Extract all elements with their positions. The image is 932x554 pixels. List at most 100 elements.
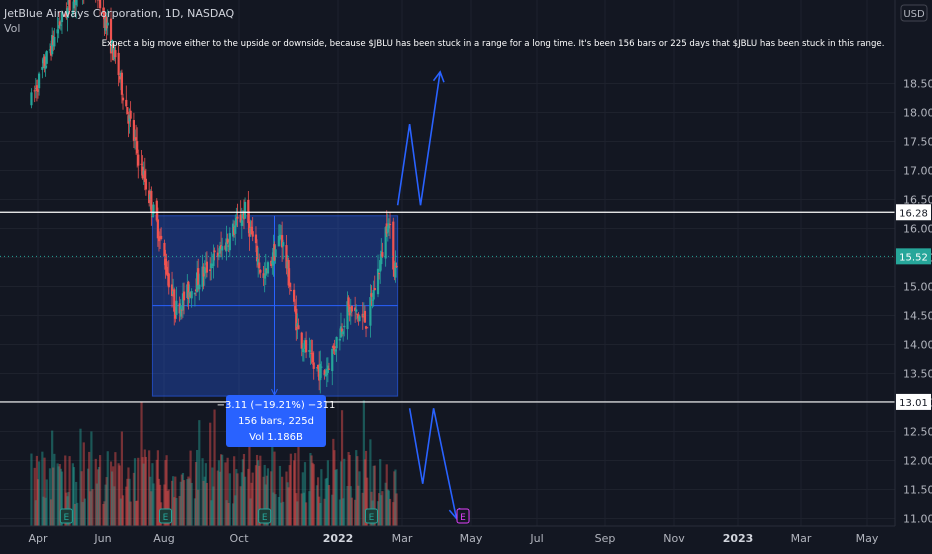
volume-bar — [213, 410, 215, 526]
volume-bar — [236, 473, 238, 526]
time-tick-label: Jun — [93, 532, 111, 545]
candle-body — [130, 111, 132, 119]
chart-pane[interactable] — [0, 0, 895, 526]
candle-body — [374, 288, 376, 290]
time-tick-label: Jul — [529, 532, 543, 545]
volume-bar — [206, 483, 208, 526]
volume-bar — [290, 454, 292, 526]
candle-body — [259, 270, 261, 273]
volume-bar — [274, 494, 276, 526]
annotation-text[interactable]: Expect a big move either to the upside o… — [102, 39, 885, 49]
candle-body — [206, 262, 208, 273]
time-tick-label: Apr — [28, 532, 48, 545]
volume-bar — [351, 498, 353, 526]
candle-body — [389, 224, 391, 225]
candle-body — [145, 179, 147, 190]
candle-body — [267, 262, 269, 273]
time-tick-label: Oct — [229, 532, 249, 545]
candle-body — [395, 266, 397, 267]
candle-body — [343, 326, 345, 327]
candle-body — [290, 290, 292, 291]
time-tick-label: Sep — [595, 532, 616, 545]
price-tick-label: 16.00 — [903, 223, 932, 236]
volume-bar — [183, 480, 185, 526]
currency-button[interactable]: USD — [901, 5, 927, 21]
volume-bar — [122, 495, 124, 526]
candle-body — [137, 155, 139, 166]
volume-bar — [191, 483, 193, 526]
price-tick-label: 11.00 — [903, 513, 932, 526]
candle-body — [282, 242, 284, 246]
earnings-marker-label: E — [460, 513, 466, 523]
candle-body — [274, 249, 276, 256]
earnings-marker-label: E — [163, 513, 169, 523]
volume-bar — [336, 469, 338, 526]
volume-bar — [99, 455, 101, 526]
candle-body — [313, 362, 315, 369]
volume-bar — [152, 483, 154, 526]
candle-body — [364, 311, 366, 323]
time-tick-label: 2022 — [323, 532, 354, 545]
candle-body — [118, 53, 120, 75]
price-tick-label: 12.50 — [903, 426, 932, 439]
symbol-title[interactable]: JetBlue Airways Corporation, 1D, NASDAQ — [3, 7, 235, 20]
candle-body — [150, 191, 152, 213]
support-badge-label: 13.01 — [899, 398, 928, 409]
price-tick-label: 14.50 — [903, 310, 932, 323]
time-tick-label: Aug — [153, 532, 174, 545]
measure-volume: Vol 1.186B — [249, 432, 303, 443]
earnings-marker-label: E — [63, 513, 69, 523]
time-tick-label: May — [460, 532, 483, 545]
price-tick-label: 18.50 — [903, 78, 932, 91]
currency-label: USD — [903, 9, 925, 20]
volume-bar — [137, 458, 139, 526]
candle-body — [114, 50, 116, 57]
candle-body — [320, 367, 322, 368]
candle-body — [244, 202, 246, 219]
volume-bar — [381, 491, 383, 526]
range-box[interactable] — [152, 216, 397, 396]
resistance-badge-label: 16.28 — [899, 208, 928, 219]
volume-bar — [46, 479, 48, 526]
candle-body — [121, 73, 123, 95]
current-price-badge-label: 15.52 — [899, 252, 928, 263]
price-tick-label: 13.50 — [903, 368, 932, 381]
measure-change: −3.11 (−19.21%) −311 — [217, 400, 336, 411]
candle-body — [198, 285, 200, 290]
volume-bar — [114, 452, 116, 526]
measure-tooltip[interactable]: −3.11 (−19.21%) −311 156 bars, 225d Vol … — [217, 395, 336, 447]
volume-bar — [107, 451, 109, 526]
time-axis[interactable] — [0, 526, 895, 550]
volume-bar — [328, 485, 330, 526]
volume-bar — [320, 469, 322, 526]
time-tick-label: May — [856, 532, 879, 545]
price-tick-label: 17.00 — [903, 165, 932, 178]
volume-bar — [38, 461, 40, 526]
candle-body — [213, 250, 215, 252]
candle-body — [168, 273, 170, 287]
volume-label[interactable]: Vol — [4, 22, 20, 35]
candle-body — [107, 23, 109, 26]
candle-body — [373, 290, 375, 300]
candle-body — [336, 337, 338, 348]
time-tick-label: 2023 — [723, 532, 754, 545]
candle-body — [152, 205, 154, 215]
candle-body — [183, 292, 185, 301]
price-tick-label: 18.00 — [903, 107, 932, 120]
candle-body — [191, 291, 193, 298]
volume-bar — [198, 420, 200, 526]
time-tick-label: Nov — [663, 532, 685, 545]
candle-body — [53, 37, 55, 47]
volume-bar — [229, 473, 231, 526]
price-tick-label: 11.50 — [903, 484, 932, 497]
volume-bar — [282, 502, 284, 526]
volume-bar — [252, 473, 254, 526]
earnings-marker-label: E — [262, 513, 268, 523]
volume-bar — [53, 454, 55, 526]
time-tick-label: Mar — [791, 532, 812, 545]
price-tick-label: 17.50 — [903, 136, 932, 149]
volume-bar — [305, 502, 307, 526]
volume-bar — [343, 459, 345, 526]
